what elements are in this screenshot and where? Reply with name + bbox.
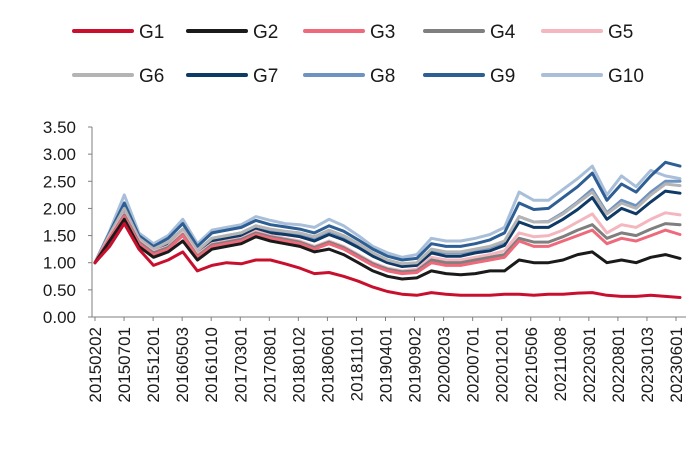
legend-label-g3: G3 xyxy=(370,22,395,43)
plot-area xyxy=(93,160,682,299)
x-tick-label: 20180102 xyxy=(289,327,308,403)
x-tick-label: 20150202 xyxy=(86,327,105,403)
x-tick-label: 20210506 xyxy=(522,327,541,403)
x-tick-label: 20170801 xyxy=(260,327,279,403)
y-tick-label: 2.00 xyxy=(43,199,76,218)
x-tick-label: 20190401 xyxy=(377,327,396,403)
y-tick-label: 3.50 xyxy=(43,118,76,137)
series-line-g1 xyxy=(93,222,682,299)
series-line-g10 xyxy=(93,164,682,265)
y-tick-label: 2.50 xyxy=(43,172,76,191)
x-tick-label: 20211008 xyxy=(551,327,570,401)
x-tick-label: 20200203 xyxy=(435,327,454,403)
x-tick-label: 20161010 xyxy=(202,327,221,403)
legend-label-g4: G4 xyxy=(490,22,516,43)
x-tick-label: 20200701 xyxy=(464,327,483,403)
legend: G1 G2 G3 G4 G5 G6 G7 G8 G9 G10 xyxy=(72,22,644,87)
y-tick-label: 1.50 xyxy=(43,227,76,246)
x-tick-label: 20220301 xyxy=(580,327,599,403)
x-tick-label: 20151201 xyxy=(144,327,163,403)
x-tick-label: 20181101 xyxy=(347,327,366,401)
y-tick-label: 3.00 xyxy=(43,145,76,164)
legend-label-g2: G2 xyxy=(253,22,278,43)
legend-label-g9: G9 xyxy=(490,66,515,87)
legend-label-g6: G6 xyxy=(139,66,164,87)
x-tick-label: 20150701 xyxy=(115,327,134,403)
series-line-g9 xyxy=(93,160,682,265)
x-tick-label: 20170301 xyxy=(231,327,250,403)
x-tick-label: 20190902 xyxy=(406,327,425,403)
x-tick-label: 20160503 xyxy=(173,327,192,403)
series-line-g2 xyxy=(93,217,682,281)
x-tick-label: 20180601 xyxy=(318,327,337,403)
legend-label-g10: G10 xyxy=(608,66,644,87)
x-tick-label: 20201201 xyxy=(493,327,512,403)
series-line-g6 xyxy=(93,182,682,266)
y-tick-label: 0.00 xyxy=(43,308,76,327)
legend-label-g8: G8 xyxy=(370,66,395,87)
y-tick-label: 1.00 xyxy=(43,254,76,273)
series-line-g3 xyxy=(93,215,682,276)
x-tick-label: 20220801 xyxy=(609,327,628,403)
y-axis: 0.00 0.50 1.00 1.50 2.00 2.50 3.00 3.50 xyxy=(43,118,93,327)
x-axis: 20150202 20150701 20151201 20160503 20161010… xyxy=(86,316,686,403)
legend-label-g7: G7 xyxy=(253,66,278,87)
legend-label-g5: G5 xyxy=(608,22,633,43)
y-tick-label: 0.50 xyxy=(43,281,76,300)
legend-label-g1: G1 xyxy=(139,22,164,43)
x-tick-label: 20230601 xyxy=(667,327,686,403)
x-tick-label: 20230103 xyxy=(638,327,657,403)
